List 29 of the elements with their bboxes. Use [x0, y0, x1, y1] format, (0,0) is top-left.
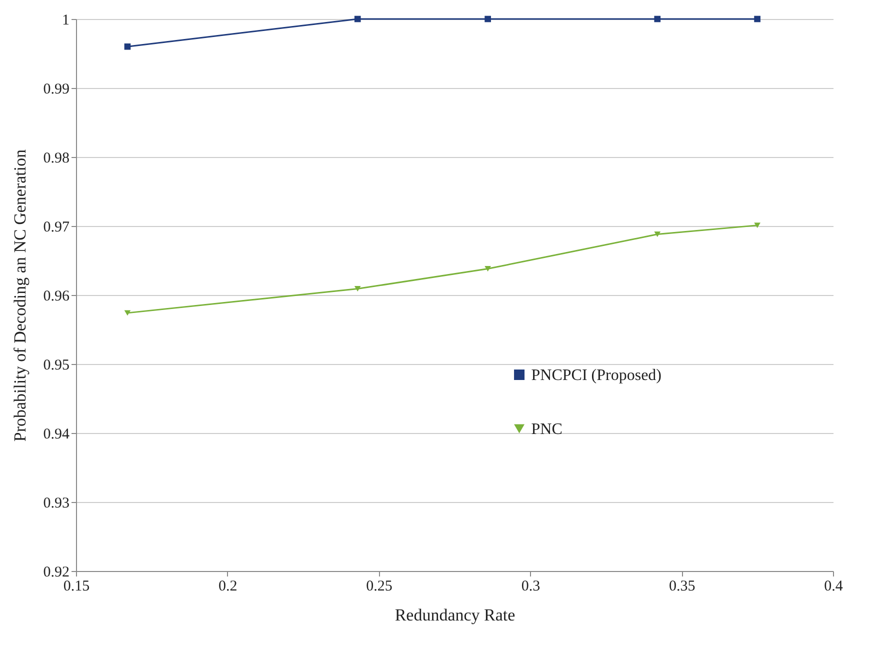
- y-tick-label: 0.95: [43, 358, 70, 374]
- legend-label: PNCPCI (Proposed): [531, 366, 662, 384]
- y-tick-label: 0.96: [43, 288, 70, 304]
- point: [484, 16, 491, 22]
- x-tick-label: 0.35: [668, 578, 696, 594]
- point: [124, 43, 131, 50]
- x-tick-label: 0.3: [521, 578, 540, 594]
- y-tick-label: 0.97: [43, 220, 70, 236]
- y-tick-label: 0.98: [43, 150, 70, 166]
- point: [354, 16, 361, 22]
- legend-label: PNC: [531, 420, 562, 438]
- x-axis-title: Redundancy Rate: [394, 606, 516, 624]
- point: [654, 232, 661, 238]
- x-tick-label: 0.15: [63, 578, 90, 594]
- y-tick-label: 0.94: [43, 426, 70, 442]
- point: [654, 16, 661, 22]
- point: [354, 286, 361, 292]
- x-tick-label: 0.25: [366, 578, 392, 594]
- point: [124, 310, 131, 316]
- x-tick-label: 0.4: [824, 578, 844, 594]
- point: [484, 266, 491, 272]
- y-tick-label: 0.92: [43, 564, 70, 580]
- point: [754, 16, 760, 22]
- y-axis-title: Probability of Decoding an NC Generation: [10, 148, 30, 442]
- y-tick-label: 0.93: [43, 496, 70, 512]
- x-tick-label: 0.2: [218, 578, 238, 594]
- y-tick-label: 0.99: [43, 82, 70, 98]
- point: [754, 222, 760, 228]
- y-tick-label: 1: [62, 12, 70, 28]
